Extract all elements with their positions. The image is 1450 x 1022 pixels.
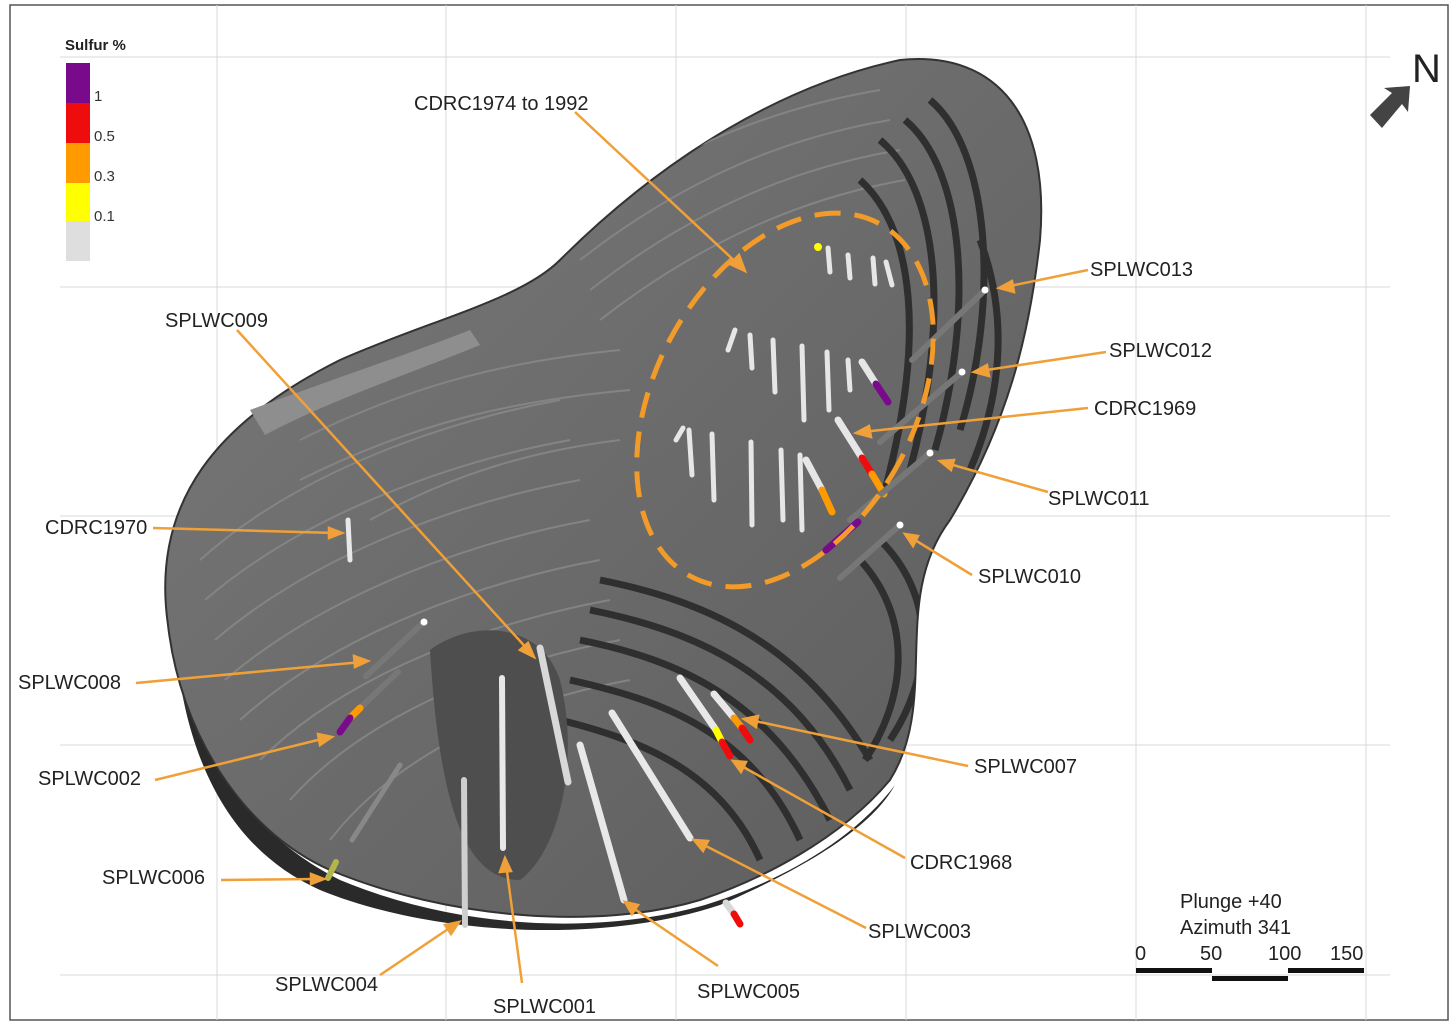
- drillhole-splwc006-tail: [325, 859, 339, 881]
- frame-border: [9, 4, 1449, 1021]
- drillhole-splwc008: [363, 619, 427, 679]
- north-label: N: [1412, 47, 1441, 91]
- drillhole-splwc005: [576, 741, 628, 904]
- scale-tick-150: 150: [1330, 943, 1363, 965]
- collar-splwc013: [981, 286, 989, 294]
- legend-swatch-01: [66, 183, 90, 221]
- collar-splwc010: [896, 521, 904, 529]
- scale-bar: 0 50 100 150: [1135, 943, 1364, 981]
- label-cdrc1969: CDRC1969: [1094, 398, 1196, 420]
- label-splwc010: SPLWC010: [978, 566, 1081, 588]
- view-info: Plunge +40 Azimuth 341: [1180, 891, 1291, 939]
- drillhole-splwc007: [710, 690, 754, 744]
- drillhole-cdrc1968: [676, 674, 734, 760]
- collar-splwc012: [958, 368, 966, 376]
- legend-label-03: 0.3: [94, 168, 115, 185]
- target-zone-outline: [634, 210, 936, 590]
- label-splwc008: SPLWC008: [18, 672, 121, 694]
- collar-splwc011: [926, 449, 934, 457]
- label-splwc012: SPLWC012: [1109, 340, 1212, 362]
- label-splwc007: SPLWC007: [974, 756, 1077, 778]
- label-splwc005: SPLWC005: [697, 981, 800, 1003]
- drillhole-splwc011: [847, 450, 933, 523]
- drillhole-splwc004: [461, 777, 468, 928]
- drillhole-splwc010: [837, 522, 903, 581]
- collar-splwc008: [420, 618, 428, 626]
- label-splwc011: SPLWC011: [1048, 488, 1150, 510]
- drillhole-cluster: [673, 245, 895, 533]
- sulfur-legend: Sulfur % 1 0.5 0.3 0.1: [65, 37, 126, 261]
- legend-title: Sulfur %: [65, 37, 126, 54]
- drillhole-colored: [802, 358, 892, 516]
- drillhole-splwc003: [608, 709, 694, 842]
- pit-outline: [164, 58, 1043, 918]
- drillhole-cdrc1970: [345, 517, 353, 563]
- label-cdrc1970: CDRC1970: [45, 517, 147, 539]
- label-cdrc1968: CDRC1968: [910, 852, 1012, 874]
- legend-swatch-03: [66, 143, 90, 183]
- drillhole-splwc002-assay: [336, 704, 364, 736]
- pit-model: [164, 58, 1043, 931]
- legend-swatch-low: [66, 221, 90, 261]
- label-splwc003: SPLWC003: [868, 921, 971, 943]
- label-cdrc1974-1992: CDRC1974 to 1992: [414, 93, 589, 115]
- legend-swatch-05: [66, 103, 90, 143]
- drillhole-splwc006: [349, 762, 403, 843]
- drillhole-splwc009: [536, 644, 572, 786]
- hole-labels: CDRC1974 to 1992 SPLWC013 SPLWC012 CDRC1…: [18, 93, 1212, 1018]
- drillhole-splwc002: [357, 669, 401, 711]
- legend-label-1: 1: [94, 88, 102, 105]
- drillhole-splwc013: [909, 287, 988, 363]
- scale-tick-0: 0: [1135, 943, 1146, 965]
- label-splwc009: SPLWC009: [165, 310, 268, 332]
- plunge-label: Plunge +40: [1180, 891, 1282, 913]
- label-splwc006: SPLWC006: [102, 867, 205, 889]
- callout-arrows: [135, 111, 1107, 984]
- scale-tick-50: 50: [1200, 943, 1222, 965]
- north-arrow: N: [1370, 47, 1441, 128]
- scale-tick-100: 100: [1268, 943, 1301, 965]
- label-splwc001: SPLWC001: [493, 996, 596, 1018]
- drillhole-splwc012: [877, 369, 965, 445]
- legend-label-01: 0.1: [94, 208, 115, 225]
- label-splwc004: SPLWC004: [275, 974, 378, 996]
- bench-walls: [559, 97, 1002, 862]
- azimuth-label: Azimuth 341: [1180, 917, 1291, 939]
- label-splwc002: SPLWC002: [38, 768, 141, 790]
- label-splwc013: SPLWC013: [1090, 259, 1193, 281]
- legend-label-05: 0.5: [94, 128, 115, 145]
- drillhole-splwc001: [499, 675, 506, 851]
- legend-swatch-1: [66, 63, 90, 103]
- drillhole-lower-right: [722, 899, 744, 928]
- north-arrow-icon: [1370, 86, 1410, 128]
